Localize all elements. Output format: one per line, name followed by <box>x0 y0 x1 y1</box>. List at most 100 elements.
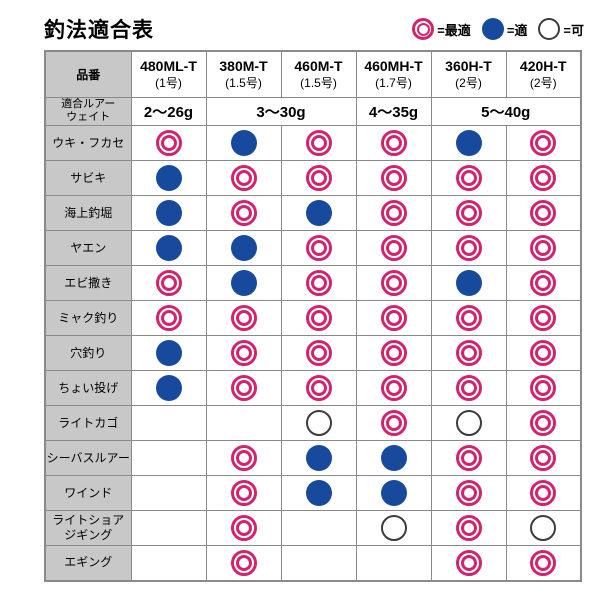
legend: =最適 =適 =可 <box>412 18 584 40</box>
rating-best-icon <box>230 480 257 506</box>
filled-circle-icon <box>481 18 504 40</box>
rating-good-icon <box>155 235 182 261</box>
rating-best-icon <box>230 165 257 191</box>
page: 釣法適合表 =最適 =適 =可 品番 480ML-T (1号) 380M-T (1.5号… <box>44 18 584 582</box>
rating-good-icon <box>305 445 332 471</box>
rating-good-icon <box>230 270 257 296</box>
legend-item-best: =最適 <box>412 18 471 40</box>
rating-cell <box>205 510 282 546</box>
rating-best-icon <box>380 375 407 401</box>
lure-weight-cell: 2〜26g <box>130 96 207 126</box>
row-label: ワインド <box>44 475 132 511</box>
rating-cell <box>430 265 507 301</box>
row-label: ちょい投げ <box>44 370 132 406</box>
table-head: 品番 480ML-T (1号) 380M-T (1.5号) 460M-T (1.5号) 460… <box>44 50 582 126</box>
rating-cell <box>280 300 357 336</box>
rating-best-icon <box>155 130 182 156</box>
rating-cell <box>130 440 207 476</box>
rating-cell <box>430 510 507 546</box>
rating-cell <box>205 265 282 301</box>
rating-cell <box>430 195 507 231</box>
rating-good-icon <box>230 235 257 261</box>
rating-cell <box>205 230 282 266</box>
column-model: 480ML-T <box>140 58 197 75</box>
rating-cell <box>130 475 207 511</box>
table-row: エビ撒き <box>44 265 582 301</box>
rating-cell <box>430 545 507 581</box>
rating-cell <box>280 265 357 301</box>
rating-best-icon <box>455 305 482 331</box>
rating-good-icon <box>380 445 407 471</box>
rating-cell <box>355 475 432 511</box>
row-label: ライトカゴ <box>44 405 132 441</box>
table-row: 穴釣り <box>44 335 582 371</box>
row-label: ミャク釣り <box>44 300 132 336</box>
rating-cell <box>130 405 207 441</box>
rating-best-icon <box>155 305 182 331</box>
rating-cell <box>355 230 432 266</box>
legend-item-good: =適 <box>481 18 527 40</box>
table-row: ライトショア ジギング <box>44 510 582 546</box>
rating-cell <box>130 300 207 336</box>
rating-best-icon <box>455 480 482 506</box>
rating-best-icon <box>380 340 407 366</box>
column-model: 380M-T <box>219 58 268 75</box>
rating-cell <box>205 125 282 161</box>
row-label-lure-weight: 適合ルアー ウェイト <box>44 96 132 126</box>
column-header-460MH-T: 460MH-T (1.7号) <box>355 50 432 98</box>
rating-best-icon <box>305 340 332 366</box>
rating-cell <box>355 160 432 196</box>
rating-best-icon <box>530 549 557 576</box>
rating-cell <box>205 335 282 371</box>
rating-cell <box>505 545 582 581</box>
rating-cell <box>205 475 282 511</box>
rating-best-icon <box>530 270 557 296</box>
rating-best-icon <box>380 235 407 261</box>
column-header-360H-T: 360H-T (2号) <box>430 50 507 98</box>
rating-cell <box>430 230 507 266</box>
rating-cell <box>130 265 207 301</box>
rating-cell <box>355 545 432 581</box>
rating-cell <box>355 440 432 476</box>
rating-cell <box>355 370 432 406</box>
rating-cell <box>505 510 582 546</box>
rating-cell <box>430 370 507 406</box>
rating-best-icon <box>230 200 257 226</box>
table-row: ミャク釣り <box>44 300 582 336</box>
rating-ok-icon <box>455 410 482 436</box>
lure-weight-cell: 3〜30g <box>205 96 357 126</box>
rating-ok-icon <box>530 515 557 541</box>
rating-cell <box>130 335 207 371</box>
table-row: ライトカゴ <box>44 405 582 441</box>
column-header-480ML-T: 480ML-T (1号) <box>130 50 207 98</box>
column-model: 460MH-T <box>364 58 423 75</box>
rating-ok-icon <box>305 410 332 436</box>
rating-best-icon <box>380 200 407 226</box>
rating-cell <box>430 405 507 441</box>
rating-best-icon <box>530 340 557 366</box>
lure-weight-cell: 4〜35g <box>355 96 432 126</box>
column-header-420H-T: 420H-T (2号) <box>505 50 582 98</box>
rating-cell <box>280 195 357 231</box>
row-label: ライトショア ジギング <box>44 510 132 546</box>
column-header-460M-T: 460M-T (1.5号) <box>280 50 357 98</box>
rating-cell <box>430 160 507 196</box>
rating-best-icon <box>380 410 407 436</box>
row-label: 穴釣り <box>44 335 132 371</box>
rating-best-icon <box>530 480 557 506</box>
rating-cell <box>505 195 582 231</box>
rating-best-icon <box>230 340 257 366</box>
compatibility-table: 品番 480ML-T (1号) 380M-T (1.5号) 460M-T (1.5号) 460… <box>44 50 582 582</box>
table-row: エギング <box>44 545 582 581</box>
rating-cell <box>505 405 582 441</box>
rating-best-icon <box>230 515 257 541</box>
rating-cell <box>280 440 357 476</box>
column-model: 460M-T <box>294 58 343 75</box>
rating-cell <box>355 265 432 301</box>
rating-cell <box>280 475 357 511</box>
corner-header-hinban: 品番 <box>44 50 132 98</box>
rating-best-icon <box>380 305 407 331</box>
rating-cell <box>355 510 432 546</box>
rating-best-icon <box>455 235 482 261</box>
rating-best-icon <box>530 200 557 226</box>
